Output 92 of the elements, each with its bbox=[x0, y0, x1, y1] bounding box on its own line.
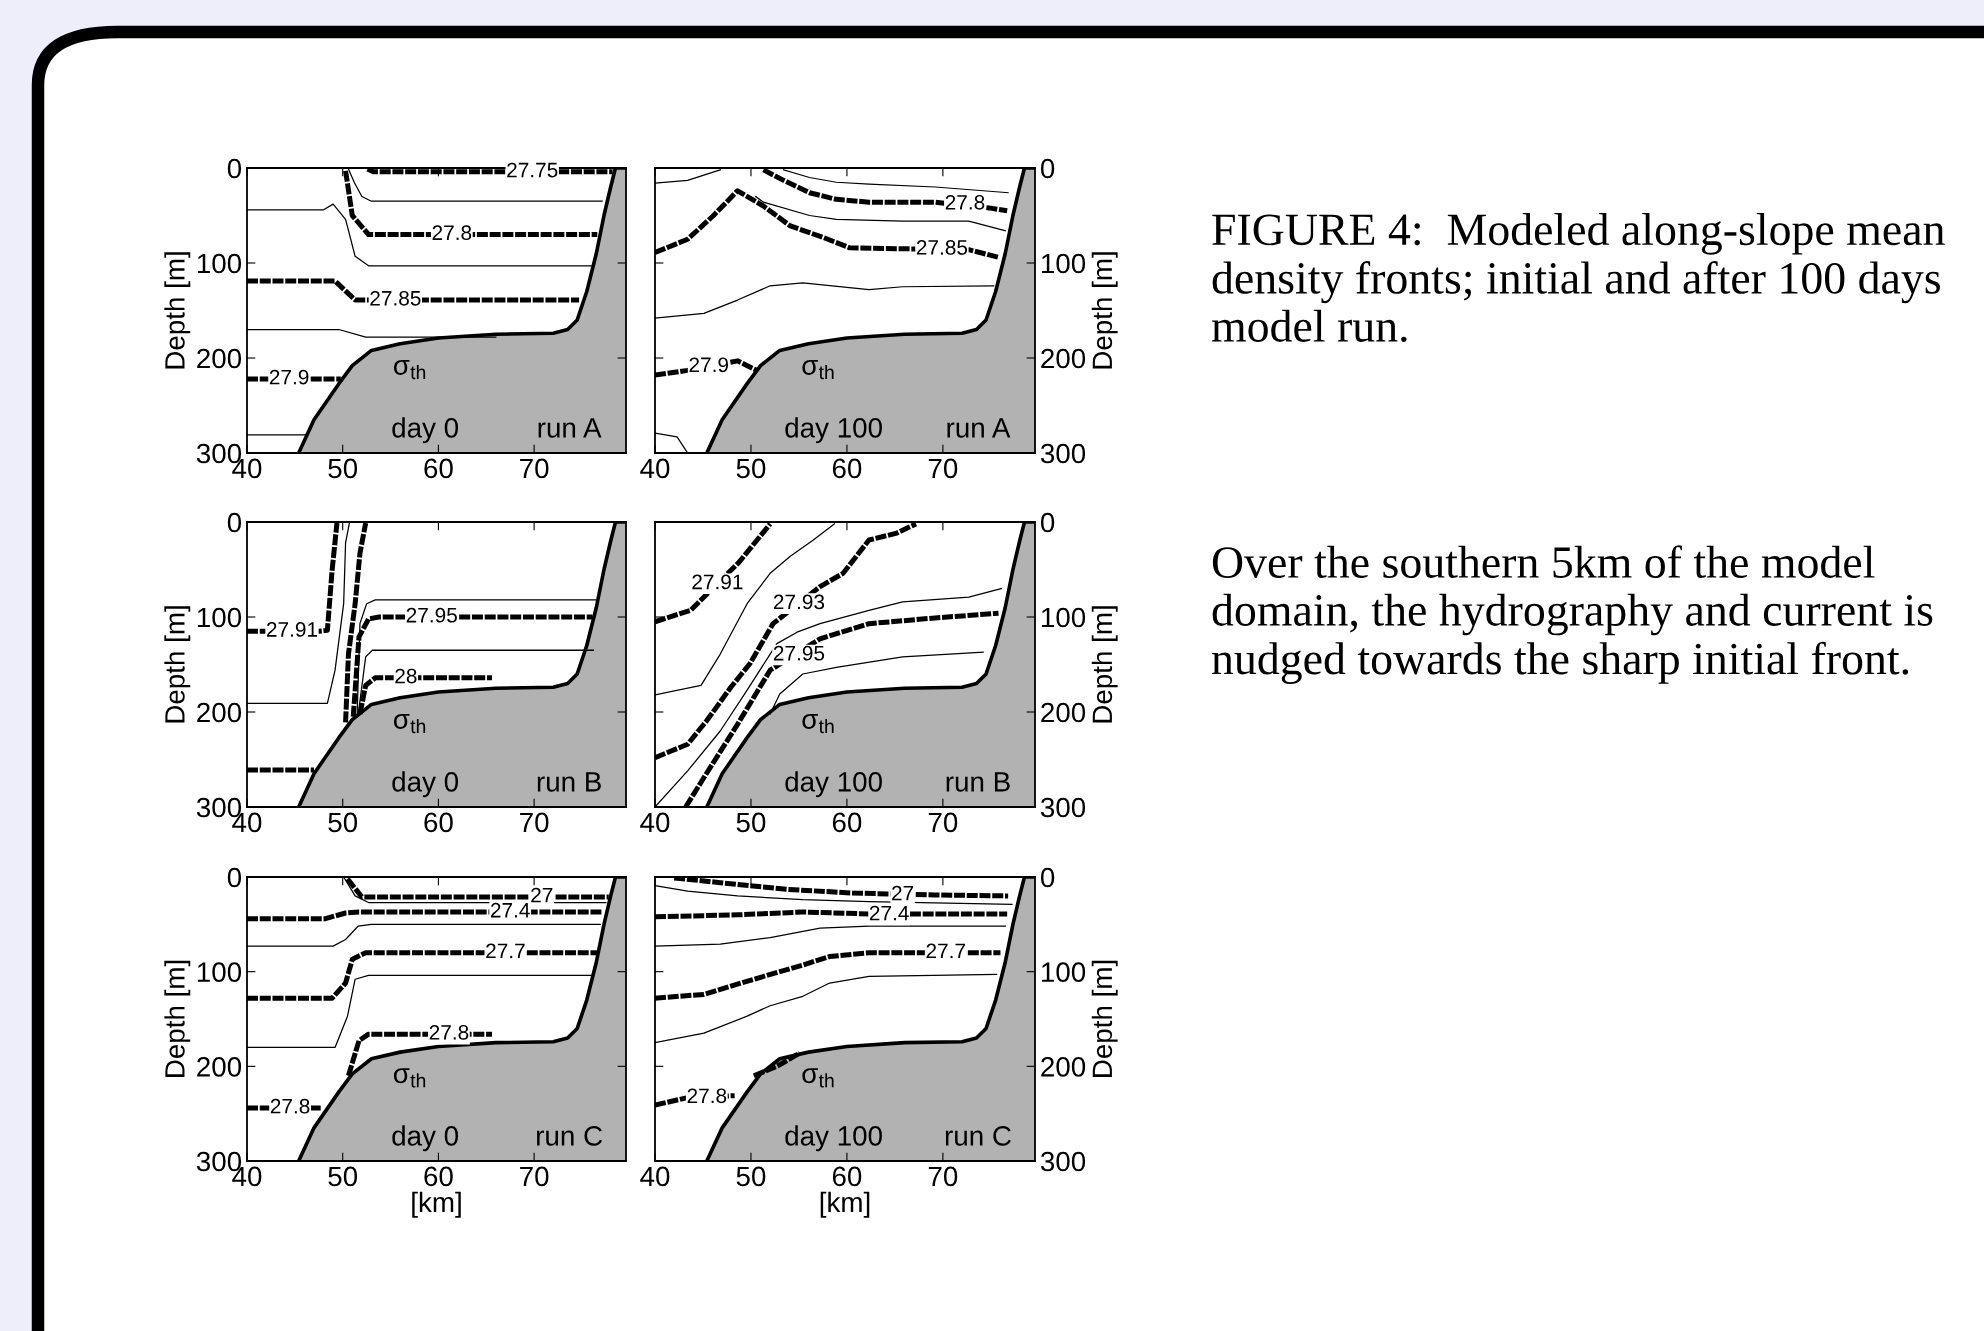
annotation: 27.8 bbox=[270, 1098, 310, 1114]
x-tick-label: 50 bbox=[736, 458, 766, 479]
y-tick-label: 300 bbox=[1040, 443, 1086, 464]
annotation: 27 bbox=[531, 887, 553, 903]
annotation: 27.75 bbox=[507, 162, 558, 178]
y-tick-label: 200 bbox=[1041, 702, 1086, 723]
y-axis-title: Depth [m] bbox=[164, 252, 191, 369]
x-tick-label: 60 bbox=[832, 458, 862, 479]
y-tick-label: 200 bbox=[197, 1057, 242, 1077]
y-axis-title: Depth [m] bbox=[1091, 960, 1118, 1077]
annotation: day 100 bbox=[785, 771, 882, 798]
x-tick-label: 50 bbox=[736, 1166, 766, 1187]
annotation: 27.8 bbox=[429, 1024, 469, 1040]
y-tick-label: 300 bbox=[1040, 1151, 1086, 1172]
annotation: σ$_{th}$ bbox=[393, 359, 426, 380]
x-tick-label: 40 bbox=[640, 458, 670, 479]
y-tick-label: 100 bbox=[197, 962, 242, 983]
y-tick-label: 0 bbox=[227, 158, 242, 179]
y-tick-label: 0 bbox=[1040, 158, 1055, 179]
annotation: run C bbox=[945, 1126, 1011, 1146]
annotation: 27.4 bbox=[490, 902, 530, 918]
annotation: 27.7 bbox=[486, 943, 525, 959]
y-tick-label: 0 bbox=[1040, 512, 1055, 533]
annotation: 27 bbox=[892, 885, 914, 901]
annotation: σ$_{th}$ bbox=[802, 713, 834, 734]
x-tick-label: 60 bbox=[424, 812, 453, 833]
x-axis-title: [km] bbox=[820, 1191, 870, 1218]
x-axis-title: [km] bbox=[412, 1191, 461, 1218]
annotation: 27.93 bbox=[773, 594, 825, 610]
caption: FIGURE 4: Modeled along-slope mean density fronts; initial and after 100 days model run. bbox=[1211, 212, 1945, 343]
x-tick-label: 70 bbox=[520, 1166, 549, 1187]
x-tick-label: 60 bbox=[424, 458, 453, 479]
annotation: 27.91 bbox=[692, 574, 743, 590]
annotation: 27.9 bbox=[269, 369, 309, 385]
x-tick-label: 50 bbox=[328, 1166, 358, 1187]
annotation: σ$_{th}$ bbox=[393, 713, 426, 734]
y-tick-label: 200 bbox=[197, 702, 242, 723]
x-tick-label: 70 bbox=[928, 812, 958, 833]
annotation: 27.8 bbox=[432, 225, 472, 241]
annotation: run B bbox=[537, 772, 601, 792]
y-tick-label: 200 bbox=[197, 348, 242, 369]
x-tick-label: 40 bbox=[640, 1166, 670, 1187]
y-tick-label: 200 bbox=[1041, 1057, 1086, 1077]
annotation: run A bbox=[947, 418, 1011, 438]
y-axis-title: Depth [m] bbox=[1091, 252, 1118, 369]
x-tick-label: 70 bbox=[520, 458, 549, 479]
y-tick-label: 100 bbox=[1041, 607, 1086, 628]
annotation: 28 bbox=[395, 668, 417, 684]
annotation: day 0 bbox=[392, 417, 459, 444]
annotation: σ$_{th}$ bbox=[802, 359, 834, 380]
x-tick-label: 70 bbox=[520, 812, 549, 833]
y-axis-title: Depth [m] bbox=[164, 960, 191, 1077]
y-tick-label: 0 bbox=[1040, 867, 1055, 888]
annotation: day 0 bbox=[392, 771, 459, 798]
annotation: 27.7 bbox=[926, 943, 965, 959]
annotation: 27.95 bbox=[406, 607, 457, 623]
x-tick-label: 60 bbox=[424, 1166, 453, 1187]
x-tick-label: 50 bbox=[328, 458, 358, 479]
x-tick-label: 40 bbox=[640, 812, 670, 833]
y-tick-label: 100 bbox=[1041, 253, 1086, 274]
y-tick-label: 300 bbox=[1040, 797, 1086, 818]
annotation: day 0 bbox=[392, 1125, 459, 1152]
x-tick-label: 60 bbox=[832, 1166, 862, 1187]
annotation: run A bbox=[538, 418, 602, 438]
y-tick-label: 100 bbox=[197, 607, 242, 628]
x-tick-label: 60 bbox=[832, 812, 862, 833]
annotation: day 100 bbox=[785, 417, 882, 444]
annotation: σ$_{th}$ bbox=[802, 1068, 834, 1088]
annotation: run B bbox=[946, 772, 1010, 792]
annotation: 27.4 bbox=[869, 905, 909, 921]
x-tick-label: 70 bbox=[928, 458, 958, 479]
y-tick-label: 200 bbox=[1041, 348, 1086, 369]
annotation: 27.95 bbox=[773, 645, 825, 661]
annotation: 27.9 bbox=[689, 357, 729, 373]
annotation: 27.85 bbox=[916, 240, 968, 255]
annotation: 27.8 bbox=[945, 194, 985, 210]
annotation: σ$_{th}$ bbox=[393, 1068, 426, 1088]
text: Over the southern 5km of the model domain, the hydrography and current is nudged towards the sharp initial front. bbox=[1212, 545, 1933, 684]
y-axis-title: Depth [m] bbox=[1091, 606, 1118, 723]
y-tick-label: 100 bbox=[197, 253, 242, 274]
annotation: day 100 bbox=[785, 1125, 882, 1152]
annotation: 27.85 bbox=[370, 290, 421, 306]
y-tick-label: 0 bbox=[227, 867, 242, 888]
annotation: 27.91 bbox=[266, 622, 318, 637]
annotation: run C bbox=[537, 1126, 603, 1146]
x-tick-label: 50 bbox=[736, 812, 766, 833]
x-tick-label: 50 bbox=[328, 812, 358, 833]
annotation: 27.8 bbox=[687, 1088, 727, 1104]
y-tick-label: 100 bbox=[1041, 962, 1086, 983]
y-axis-title: Depth [m] bbox=[164, 606, 191, 723]
y-tick-label: 0 bbox=[227, 512, 242, 533]
x-tick-label: 70 bbox=[928, 1166, 958, 1187]
